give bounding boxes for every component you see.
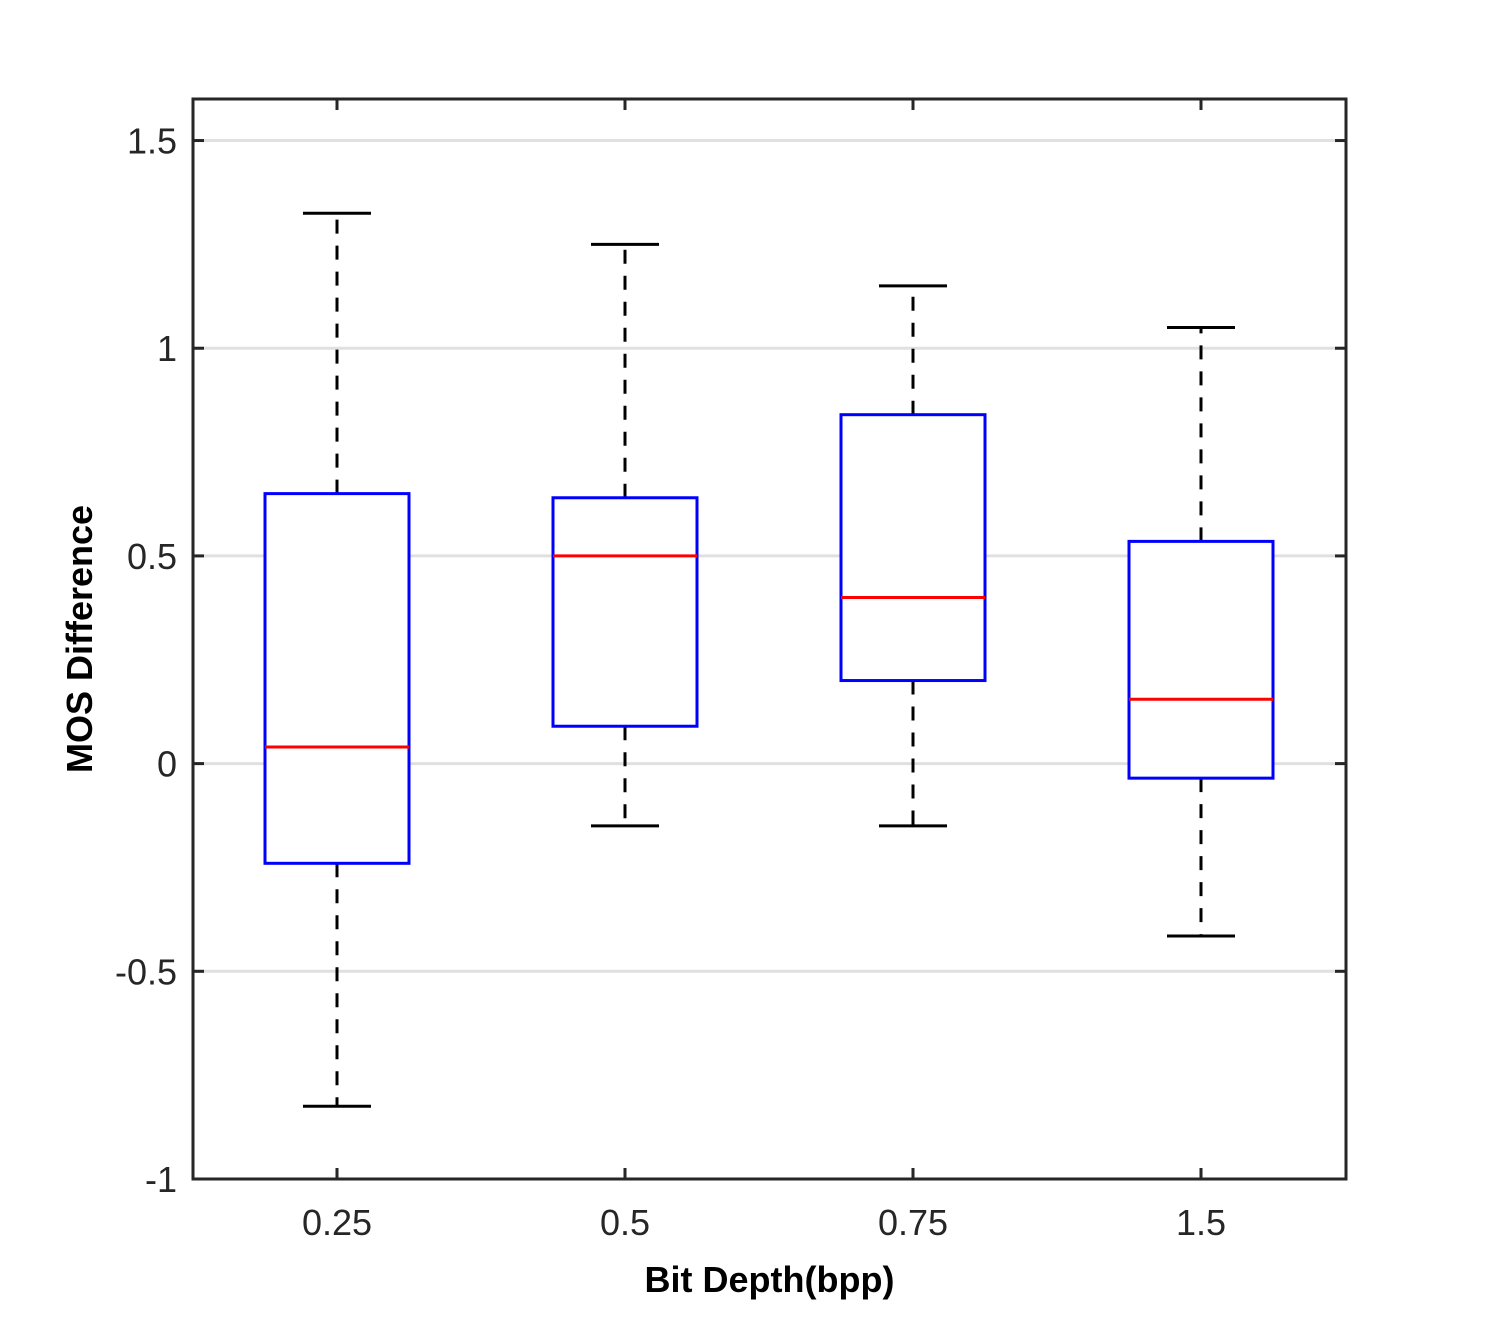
box-3: [839, 284, 987, 828]
x-tick-label: 0.5: [600, 1202, 650, 1243]
box-1: [263, 211, 411, 1108]
x-tick-label: 0.75: [878, 1202, 948, 1243]
x-axis-title: Bit Depth(bpp): [645, 1259, 895, 1300]
box-4: [1127, 325, 1275, 938]
box-iqr: [551, 496, 699, 728]
box-2: [551, 242, 699, 828]
y-axis-title: MOS Difference: [59, 505, 100, 773]
box-iqr: [839, 413, 987, 683]
axes-frame: [191, 97, 1348, 1181]
ticks: -1 -0.5 0 0.5 1 1.5 0.25 0.5 0.75 1.5: [115, 99, 1346, 1243]
y-tick-label: -1: [145, 1159, 177, 1200]
boxes: [263, 211, 1275, 1108]
box-iqr: [1127, 539, 1275, 780]
y-tick-label: 0.5: [127, 536, 177, 577]
y-tick-label: -0.5: [115, 951, 177, 992]
y-tick-label: 0: [157, 744, 177, 785]
x-tick-label: 1.5: [1176, 1202, 1226, 1243]
x-tick-label: 0.25: [302, 1202, 372, 1243]
box-iqr: [263, 492, 411, 865]
y-tick-label: 1.5: [127, 121, 177, 162]
y-tick-label: 1: [157, 328, 177, 369]
